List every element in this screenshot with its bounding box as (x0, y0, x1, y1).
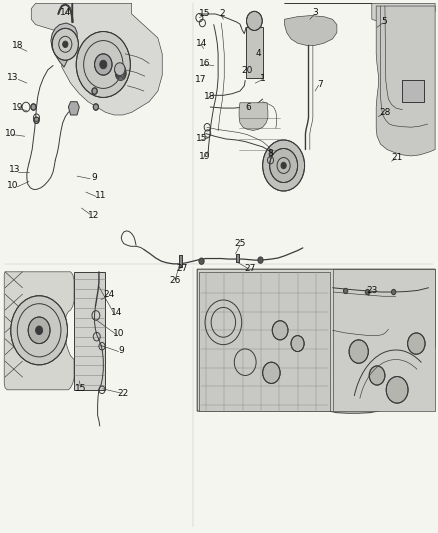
Circle shape (35, 326, 42, 335)
Text: 13: 13 (9, 165, 21, 174)
Circle shape (291, 336, 304, 352)
Text: 23: 23 (366, 286, 378, 295)
Text: 21: 21 (392, 153, 403, 162)
Text: 15: 15 (196, 134, 207, 143)
Circle shape (31, 104, 36, 110)
Circle shape (263, 362, 280, 383)
Text: 13: 13 (7, 73, 19, 82)
Text: 22: 22 (117, 389, 129, 398)
Circle shape (114, 63, 125, 76)
Circle shape (34, 117, 39, 124)
Circle shape (272, 321, 288, 340)
Text: 16: 16 (199, 59, 210, 68)
Circle shape (365, 289, 370, 295)
Text: 17: 17 (194, 75, 206, 84)
Text: 24: 24 (103, 290, 115, 299)
Polygon shape (285, 15, 337, 45)
Circle shape (258, 257, 263, 263)
Text: 5: 5 (381, 18, 387, 27)
Text: 27: 27 (244, 264, 255, 272)
Text: 18: 18 (12, 41, 24, 50)
Text: 26: 26 (170, 276, 181, 285)
Polygon shape (31, 3, 162, 115)
Circle shape (63, 41, 68, 47)
Text: 20: 20 (242, 67, 253, 75)
Text: 12: 12 (88, 211, 99, 220)
Text: 4: 4 (255, 50, 261, 58)
Text: 3: 3 (312, 9, 318, 18)
Polygon shape (403, 80, 424, 102)
Circle shape (263, 140, 304, 191)
Text: 14: 14 (60, 8, 71, 17)
Circle shape (100, 60, 107, 69)
Circle shape (281, 163, 286, 168)
Circle shape (386, 376, 408, 403)
Circle shape (92, 88, 97, 94)
Circle shape (93, 104, 99, 110)
Polygon shape (197, 269, 435, 413)
Circle shape (115, 65, 126, 78)
Circle shape (247, 11, 262, 30)
Text: 14: 14 (111, 308, 122, 317)
Polygon shape (74, 272, 105, 390)
Polygon shape (51, 23, 77, 67)
Polygon shape (285, 3, 435, 23)
Circle shape (343, 288, 348, 294)
Polygon shape (4, 272, 74, 390)
Polygon shape (68, 102, 79, 115)
Circle shape (392, 289, 396, 295)
Text: 10: 10 (113, 329, 124, 338)
Circle shape (52, 28, 78, 60)
Text: 10: 10 (7, 181, 19, 190)
Text: 2: 2 (219, 9, 225, 18)
Polygon shape (239, 103, 268, 131)
Circle shape (270, 149, 297, 182)
Circle shape (11, 296, 67, 365)
Text: 1: 1 (260, 74, 265, 83)
Text: 27: 27 (176, 264, 187, 272)
Polygon shape (236, 254, 239, 262)
Circle shape (408, 333, 425, 354)
Text: 18: 18 (204, 92, 215, 101)
Text: 10: 10 (4, 129, 16, 138)
Circle shape (349, 340, 368, 364)
Circle shape (76, 31, 131, 98)
Text: 25: 25 (234, 239, 246, 248)
Polygon shape (246, 27, 263, 78)
Polygon shape (332, 269, 435, 411)
Text: 11: 11 (95, 191, 106, 200)
Polygon shape (376, 6, 435, 156)
Text: 8: 8 (268, 149, 273, 158)
Text: 7: 7 (318, 79, 323, 88)
Text: 15: 15 (199, 9, 210, 18)
Circle shape (199, 258, 204, 264)
Polygon shape (199, 272, 330, 411)
Circle shape (115, 64, 125, 77)
Circle shape (95, 54, 112, 75)
Polygon shape (179, 255, 182, 266)
Text: 9: 9 (92, 173, 97, 182)
Text: 9: 9 (118, 346, 124, 355)
Text: 15: 15 (75, 384, 86, 393)
Circle shape (369, 366, 385, 385)
Text: 6: 6 (246, 102, 251, 111)
Text: 19: 19 (12, 102, 24, 111)
Circle shape (116, 67, 126, 79)
Text: 28: 28 (379, 108, 391, 117)
Text: 19: 19 (199, 152, 211, 161)
Circle shape (28, 317, 50, 344)
Circle shape (116, 68, 126, 80)
Text: 14: 14 (196, 39, 207, 48)
